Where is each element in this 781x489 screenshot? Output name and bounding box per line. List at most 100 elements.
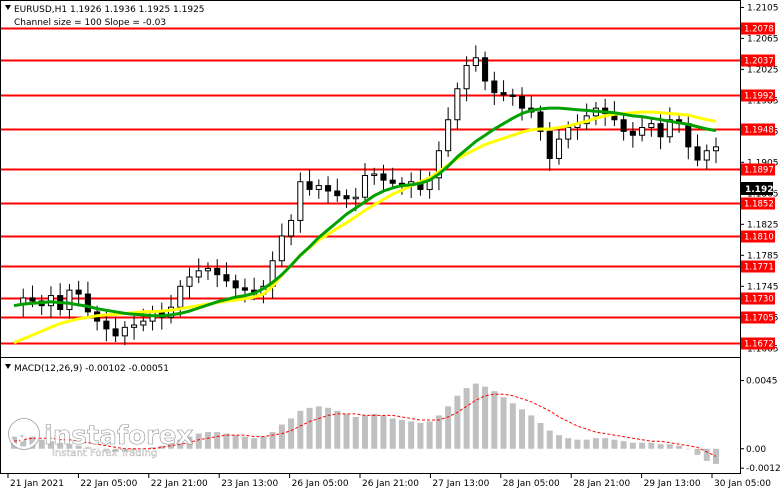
candle-body	[565, 126, 572, 140]
level-label-bg	[741, 311, 775, 324]
candle-body	[620, 119, 627, 132]
x-tick-label: 26 Jan 05:00	[292, 479, 349, 489]
candle-body	[546, 130, 553, 159]
candle	[629, 122, 636, 148]
candle-body	[666, 119, 673, 138]
y-tick-label: 1.1905	[747, 158, 779, 168]
level-label: 1.2078	[744, 25, 774, 35]
x-tick-label: 26 Jan 21:00	[362, 479, 419, 489]
support-resistance-levels	[1, 27, 740, 345]
instaforex-watermark: instaforex Instant Forex Trading	[8, 418, 194, 459]
level-label-bg	[741, 89, 775, 102]
y-tick-label: 1.2105	[747, 3, 779, 13]
y-tick-label: 1.2025	[747, 65, 779, 75]
candle-body	[445, 119, 452, 152]
current-price-label: 1.1925	[745, 185, 780, 195]
macd-bar	[703, 448, 710, 461]
level-label-bg	[741, 337, 775, 350]
macd-bar	[38, 439, 45, 449]
level-label-bg	[741, 260, 775, 273]
candle	[75, 280, 82, 307]
macd-bar	[75, 445, 82, 449]
macd-bar	[694, 448, 701, 455]
macd-bar	[195, 433, 202, 449]
candle	[371, 167, 378, 185]
level-label-bg	[741, 292, 775, 305]
symbol-info: EURUSD,H1 1.1926 1.1936 1.1925 1.1925	[14, 5, 205, 15]
candle-body	[639, 126, 646, 136]
candle-body	[629, 130, 636, 136]
y-tick-label: 1.1745	[747, 282, 779, 292]
macd-bar	[565, 438, 572, 449]
candle-body	[204, 267, 212, 272]
candle	[389, 167, 396, 190]
candle	[315, 179, 322, 199]
candle-body	[223, 274, 230, 282]
candle	[121, 321, 128, 346]
macd-bar	[57, 442, 64, 449]
macd-bar	[121, 448, 128, 452]
candle	[435, 141, 442, 191]
macd-bar	[648, 442, 655, 449]
macd-bar	[269, 432, 276, 449]
macd-bar	[371, 413, 378, 449]
candle-body	[657, 123, 664, 138]
candle	[712, 137, 720, 164]
x-tick-label: 23 Jan 13:00	[221, 479, 278, 489]
macd-tick-label: 0.00	[746, 445, 766, 455]
macd-bar	[232, 435, 239, 449]
level-label-bg	[741, 197, 775, 210]
macd-tick-label: -0.00128	[746, 464, 781, 474]
candle-body	[500, 92, 507, 96]
macd-bar	[666, 444, 673, 449]
candle-body	[472, 57, 479, 67]
macd-bar	[223, 433, 230, 449]
candle	[500, 80, 507, 102]
macd-bar	[306, 407, 313, 449]
candle-body	[297, 181, 304, 221]
macd-bar	[241, 436, 248, 449]
candle-body	[167, 306, 175, 318]
y-tick-label: 1.1785	[747, 251, 779, 261]
macd-bar	[509, 403, 516, 449]
candle-body	[75, 289, 82, 295]
candle-body	[685, 123, 692, 148]
moving-averages	[13, 106, 717, 345]
candle-body	[518, 96, 526, 109]
macd-bar	[204, 432, 211, 449]
candle-body	[121, 326, 128, 337]
macd-bar	[288, 418, 295, 449]
candle-body	[186, 276, 193, 287]
candle-body	[334, 190, 341, 197]
candle-body	[343, 195, 350, 200]
candle	[694, 134, 701, 167]
macd-tick-label: 0.0045	[746, 377, 778, 387]
candle-body	[371, 173, 378, 177]
x-tick-label: 30 Jan 05:00	[714, 479, 771, 489]
macd-bar	[84, 447, 91, 449]
candle	[232, 274, 239, 298]
macd-bar	[611, 439, 618, 449]
macd-bar	[112, 448, 119, 452]
x-tick-label: 27 Jan 13:00	[432, 479, 489, 489]
candle	[204, 262, 212, 281]
candle	[537, 105, 544, 141]
macd-bar	[528, 415, 535, 449]
macd-bar	[398, 419, 405, 449]
candle	[223, 262, 230, 288]
candle	[306, 169, 313, 196]
candle-body	[703, 150, 710, 161]
candle	[509, 88, 516, 106]
macd-bar	[620, 441, 627, 449]
level-label: 1.1771	[744, 263, 774, 273]
macd-bar	[260, 436, 267, 449]
candle	[703, 144, 710, 170]
macd-bar	[537, 423, 544, 449]
macd-bar	[29, 436, 36, 449]
watermark-tagline: Instant Forex Trading	[52, 448, 157, 459]
macd-bar	[380, 415, 387, 449]
macd-bar	[66, 444, 73, 449]
macd-bar	[482, 386, 489, 449]
level-label-bg	[741, 22, 775, 35]
